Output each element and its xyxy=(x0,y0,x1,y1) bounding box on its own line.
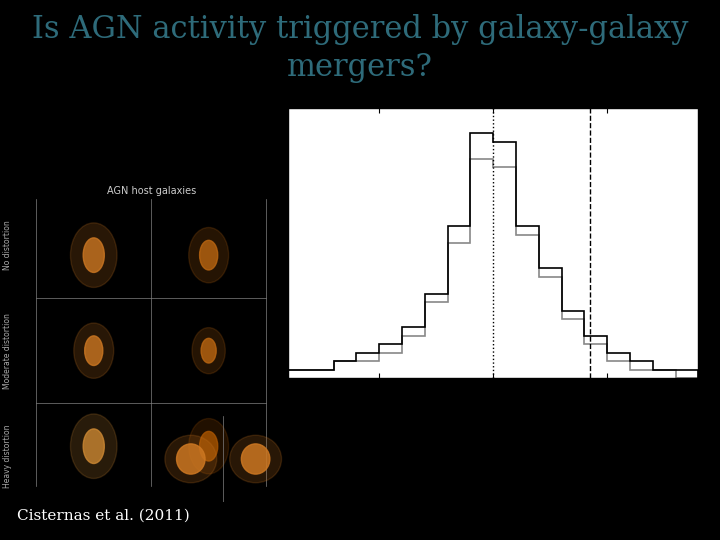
Ellipse shape xyxy=(165,435,217,483)
Ellipse shape xyxy=(73,323,114,379)
Text: No distortion: No distortion xyxy=(3,220,12,270)
Ellipse shape xyxy=(189,227,229,283)
Text: Moderate distortion: Moderate distortion xyxy=(3,313,12,389)
X-axis label: $\Delta_{Cist-a}$/Dist$-2_{cs}$: $\Delta_{Cist-a}$/Dist$-2_{cs}$ xyxy=(443,401,544,417)
Text: Probably not. (at z<1): Probably not. (at z<1) xyxy=(24,119,366,151)
Text: Is AGN activity triggered by galaxy-galaxy
mergers?: Is AGN activity triggered by galaxy-gala… xyxy=(32,14,688,83)
Ellipse shape xyxy=(230,435,282,483)
Ellipse shape xyxy=(201,339,216,363)
Ellipse shape xyxy=(199,240,217,270)
Ellipse shape xyxy=(71,223,117,287)
Text: The observed HST
morphologies of AGN hosts
are indistinguishable from
those of a: The observed HST morphologies of AGN hos… xyxy=(426,402,634,501)
Text: Cisternas et al. (2011): Cisternas et al. (2011) xyxy=(17,509,189,523)
Ellipse shape xyxy=(83,429,104,463)
Ellipse shape xyxy=(85,336,103,366)
Ellipse shape xyxy=(71,414,117,478)
Ellipse shape xyxy=(176,444,205,474)
Ellipse shape xyxy=(83,238,104,273)
Text: Heavy distortion: Heavy distortion xyxy=(3,424,12,488)
Ellipse shape xyxy=(199,431,217,461)
Text: AGN host galaxies: AGN host galaxies xyxy=(107,186,196,196)
Ellipse shape xyxy=(192,328,225,374)
Y-axis label: Normalized  Distribution: Normalized Distribution xyxy=(268,167,281,319)
Ellipse shape xyxy=(241,444,270,474)
Ellipse shape xyxy=(189,418,229,474)
